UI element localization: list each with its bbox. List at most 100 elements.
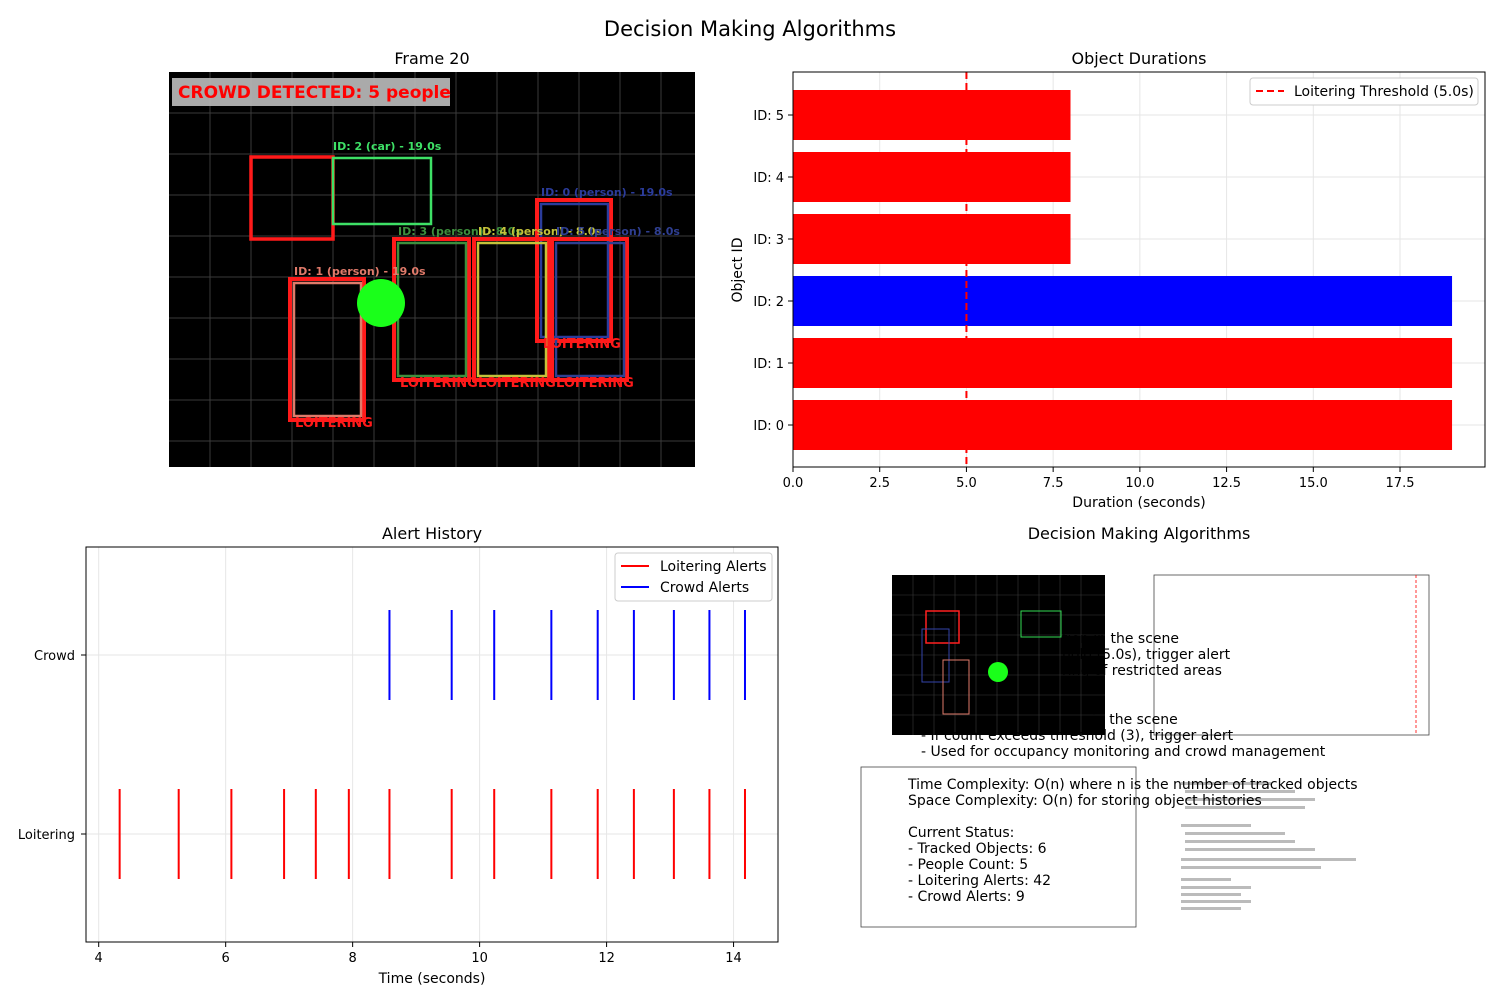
frame-box-label: ID: 5 (person) - 8.0s (556, 225, 680, 238)
alerts-xlabel: Time (seconds) (378, 971, 486, 987)
alerts-axes-frame (85, 546, 779, 943)
frame-box-loiter-outline (535, 198, 613, 343)
alerts-legend-box (614, 552, 773, 602)
frame-box-label: ID: 4 (person) - 8.0s (478, 225, 602, 238)
alerts-legend: Loitering Alerts Crowd Alerts (614, 552, 773, 602)
durations-xtick-label: 17.5 (1386, 476, 1415, 491)
alerts-xtick-label: 4 (95, 951, 103, 966)
frame-box-loiter-outline (550, 237, 629, 382)
frame-box (476, 241, 548, 378)
durations-ytick-label: ID: 5 (753, 109, 784, 124)
text-panel-line: - Crowd Alerts: 9 (908, 889, 1025, 905)
text-panel-line: - Tracked Objects: 6 (908, 841, 1047, 857)
alerts-xtick-label: 8 (349, 951, 357, 966)
alerts-xtick-label: 12 (598, 951, 615, 966)
alerts-ytick-label: Loitering (18, 828, 75, 843)
alerts-xtick-label: 14 (725, 951, 742, 966)
frame-loitering-label: LOITERING (400, 376, 478, 391)
text-panel-line: Time Complexity: O(n) where n is the num… (907, 777, 1358, 793)
alerts-xtick-label: 6 (222, 951, 230, 966)
text-panel-line: - People Count: 5 (908, 857, 1028, 873)
text-panel-line: - If count exceeds threshold (3), trigge… (921, 728, 1234, 744)
durations-panel: Object Durations 0.0 2.5 5.0 7.5 10.0 12.5 15.… (730, 49, 1486, 511)
thumb-text-lines (1181, 782, 1356, 910)
text-panel-line: - Used for occupancy monitoring and crow… (921, 744, 1326, 760)
duration-bar (793, 90, 1071, 140)
durations-ytick-label: ID: 1 (753, 357, 784, 372)
frame-box-loiter-outline (472, 237, 551, 382)
thumb-box-blue (921, 628, 950, 683)
text-panel-line: - Loitering Alerts: 42 (908, 873, 1051, 889)
frame-box-label: ID: 0 (person) - 19.0s (541, 186, 673, 199)
durations-ytick-label: ID: 2 (753, 295, 784, 310)
crowd-banner-bg (172, 78, 450, 106)
frame-title: Frame 20 (394, 49, 469, 68)
frame-box (554, 241, 626, 378)
frame-loitering-label: LOITERING (295, 416, 373, 431)
frame-panel: Frame 20 ID: 2 (car) - 19.0s ID: 0 (perso… (169, 49, 695, 467)
alerts-title: Alert History (382, 524, 482, 543)
duration-bar (793, 338, 1453, 388)
alerts-events (118, 610, 746, 879)
frame-box (292, 281, 363, 418)
frame-box-label: ID: 3 (person) - 8.0s (398, 225, 522, 238)
frame-background (169, 72, 695, 467)
durations-xtick-label: 0.0 (783, 476, 804, 491)
frame-grid (169, 72, 695, 467)
duration-bar (793, 152, 1071, 202)
durations-legend-label: Loitering Threshold (5.0s) (1294, 84, 1474, 100)
thumb-durations-axes (1153, 574, 1430, 736)
text-panel-line: hold (5.0s), trigger alert (1062, 647, 1231, 663)
alerts-legend-label-crowd: Crowd Alerts (660, 580, 749, 596)
text-panel: Decision Making Algorithms (860, 524, 1430, 928)
thumb-alerts-axes (860, 766, 1137, 928)
crowd-banner: CROWD DETECTED: 5 people (178, 83, 451, 103)
durations-ytick-label: ID: 3 (753, 233, 784, 248)
thumb-green-blob (988, 662, 1008, 682)
frame-box (331, 156, 433, 226)
durations-xtick-label: 15.0 (1299, 476, 1328, 491)
text-panel-line: in the scene (1092, 712, 1178, 728)
alerts-ticks: 4 6 8 10 12 14 Crowd Loitering (18, 649, 742, 966)
durations-axes-frame (792, 71, 1486, 468)
figure-title: Decision Making Algorithms (604, 17, 896, 41)
durations-ytick-label: ID: 0 (753, 419, 784, 434)
durations-xtick-label: 7.5 (1043, 476, 1064, 491)
nested-figure-thumbnail (860, 574, 1430, 928)
frame-green-blob (357, 279, 405, 327)
frame-loitering-label: LOITERING (556, 376, 634, 391)
alerts-xtick-label: 10 (471, 951, 488, 966)
duration-bar (793, 276, 1453, 326)
durations-xtick-label: 10.0 (1125, 476, 1154, 491)
durations-xtick-label: 2.5 (869, 476, 890, 491)
text-panel-line: Current Status: (908, 825, 1014, 841)
durations-ytick-label: ID: 4 (753, 171, 784, 186)
alerts-ytick-label: Crowd (34, 649, 75, 664)
frame-loitering-label: LOITERING (543, 337, 621, 352)
thumb-box-red (925, 610, 960, 644)
frame-box-label: ID: 1 (person) - 19.0s (294, 265, 426, 278)
text-panel-title: Decision Making Algorithms (1028, 524, 1251, 543)
alerts-panel: Alert History 4 6 8 10 12 14 Crowd Loitering Ti… (18, 524, 779, 987)
duration-bar (793, 400, 1453, 450)
thumb-box-salmon (942, 659, 970, 715)
durations-ticks: 0.0 2.5 5.0 7.5 10.0 12.5 15.0 17.5 ID: 0 ID: 1 ID… (753, 109, 1414, 491)
durations-xtick-label: 12.5 (1212, 476, 1241, 491)
durations-legend-box (1249, 77, 1479, 106)
text-panel-line: tion in the scene (1062, 631, 1179, 647)
frame-box-label: ID: 2 (car) - 19.0s (333, 140, 442, 153)
alerts-grid (86, 547, 778, 942)
durations-ylabel: Object ID (730, 238, 746, 303)
alerts-legend-label-loitering: Loitering Alerts (660, 559, 767, 575)
frame-loitering-label: LOITERING (478, 376, 556, 391)
durations-bars (793, 90, 1453, 450)
frame-box (539, 202, 610, 339)
thumb-box-green (1020, 610, 1062, 638)
duration-bar (793, 214, 1071, 264)
durations-title: Object Durations (1071, 49, 1206, 68)
frame-box-loiter-outline (288, 277, 366, 422)
durations-xtick-label: 5.0 (956, 476, 977, 491)
text-panel-line: Space Complexity: O(n) for storing objec… (908, 793, 1262, 809)
